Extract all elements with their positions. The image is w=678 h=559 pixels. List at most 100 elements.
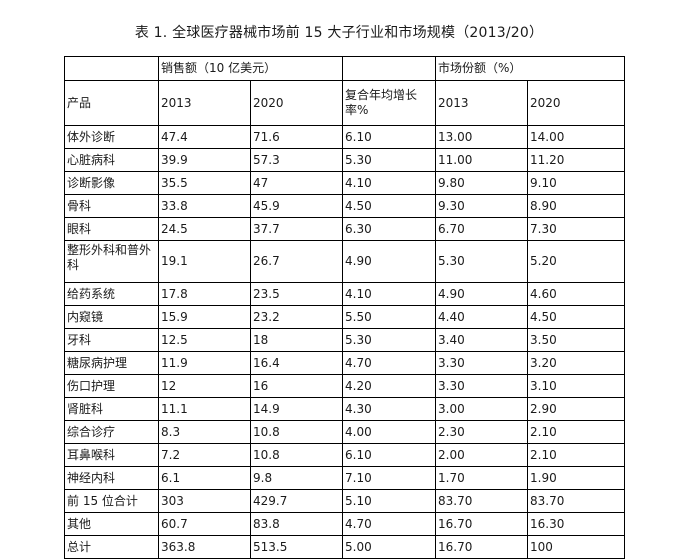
cell-share-2013: 5.30 bbox=[435, 240, 528, 283]
cell-sales-2013: 19.1 bbox=[158, 240, 251, 283]
cell-sales-2020: 23.2 bbox=[250, 305, 343, 329]
table-row: 前 15 位合计 303 429.7 5.10 83.70 83.70 bbox=[64, 489, 625, 513]
cell-sales-2020: 83.8 bbox=[250, 512, 343, 536]
cell-share-2020: 3.50 bbox=[527, 328, 625, 352]
cell-share-2020: 2.10 bbox=[527, 420, 625, 444]
cell-sales-2013: 35.5 bbox=[158, 171, 251, 195]
header-share-2020: 2020 bbox=[527, 80, 625, 126]
cell-share-2013: 2.00 bbox=[435, 443, 528, 467]
header-row-group: 销售额（10 亿美元） 市场份额（%） bbox=[64, 56, 625, 81]
header-sales-2020: 2020 bbox=[250, 80, 343, 126]
cell-cagr: 6.10 bbox=[342, 443, 436, 467]
cell-sales-2020: 57.3 bbox=[250, 148, 343, 172]
cell-sales-2013: 8.3 bbox=[158, 420, 251, 444]
cell-share-2020: 16.30 bbox=[527, 512, 625, 536]
cell-product: 内窥镜 bbox=[64, 305, 159, 329]
cell-sales-2013: 7.2 bbox=[158, 443, 251, 467]
header-sales-2013: 2013 bbox=[158, 80, 251, 126]
cell-sales-2020: 513.5 bbox=[250, 535, 343, 559]
cell-product: 前 15 位合计 bbox=[64, 489, 159, 513]
cell-sales-2020: 71.6 bbox=[250, 125, 343, 149]
cell-share-2013: 3.40 bbox=[435, 328, 528, 352]
cell-share-2013: 16.70 bbox=[435, 535, 528, 559]
table-row: 眼科 24.5 37.7 6.30 6.70 7.30 bbox=[64, 217, 625, 241]
table-row: 伤口护理 12 16 4.20 3.30 3.10 bbox=[64, 374, 625, 398]
cell-share-2013: 2.30 bbox=[435, 420, 528, 444]
table-row: 骨科 33.8 45.9 4.50 9.30 8.90 bbox=[64, 194, 625, 218]
cell-sales-2013: 17.8 bbox=[158, 282, 251, 306]
cell-cagr: 4.20 bbox=[342, 374, 436, 398]
cell-product: 糖尿病护理 bbox=[64, 351, 159, 375]
cell-product: 总计 bbox=[64, 535, 159, 559]
cell-cagr: 4.10 bbox=[342, 282, 436, 306]
cell-share-2020: 2.90 bbox=[527, 397, 625, 421]
header-empty-cell bbox=[342, 56, 436, 81]
market-size-table: 销售额（10 亿美元） 市场份额（%） 产品 2013 2020 复合年均增长率… bbox=[64, 56, 625, 559]
cell-cagr: 4.30 bbox=[342, 397, 436, 421]
table-row: 综合诊疗 8.3 10.8 4.00 2.30 2.10 bbox=[64, 420, 625, 444]
cell-sales-2020: 45.9 bbox=[250, 194, 343, 218]
cell-share-2020: 14.00 bbox=[527, 125, 625, 149]
table-row: 总计 363.8 513.5 5.00 16.70 100 bbox=[64, 535, 625, 559]
cell-share-2013: 4.90 bbox=[435, 282, 528, 306]
cell-product: 伤口护理 bbox=[64, 374, 159, 398]
cell-sales-2013: 47.4 bbox=[158, 125, 251, 149]
cell-product: 耳鼻喉科 bbox=[64, 443, 159, 467]
cell-product: 心脏病科 bbox=[64, 148, 159, 172]
table-row: 诊断影像 35.5 47 4.10 9.80 9.10 bbox=[64, 171, 625, 195]
cell-share-2020: 4.60 bbox=[527, 282, 625, 306]
cell-share-2020: 3.20 bbox=[527, 351, 625, 375]
cell-share-2013: 83.70 bbox=[435, 489, 528, 513]
cell-cagr: 7.10 bbox=[342, 466, 436, 490]
cell-sales-2013: 39.9 bbox=[158, 148, 251, 172]
cell-share-2020: 3.10 bbox=[527, 374, 625, 398]
cell-share-2013: 9.80 bbox=[435, 171, 528, 195]
cell-cagr: 5.30 bbox=[342, 148, 436, 172]
cell-sales-2013: 303 bbox=[158, 489, 251, 513]
cell-sales-2020: 23.5 bbox=[250, 282, 343, 306]
cell-product: 神经内科 bbox=[64, 466, 159, 490]
cell-share-2013: 6.70 bbox=[435, 217, 528, 241]
cell-product: 综合诊疗 bbox=[64, 420, 159, 444]
header-share-2013: 2013 bbox=[435, 80, 528, 126]
cell-share-2020: 8.90 bbox=[527, 194, 625, 218]
header-share-group: 市场份额（%） bbox=[435, 56, 625, 81]
cell-share-2020: 100 bbox=[527, 535, 625, 559]
cell-cagr: 4.90 bbox=[342, 240, 436, 283]
cell-product: 其他 bbox=[64, 512, 159, 536]
cell-cagr: 5.30 bbox=[342, 328, 436, 352]
cell-sales-2020: 37.7 bbox=[250, 217, 343, 241]
cell-share-2020: 5.20 bbox=[527, 240, 625, 283]
cell-sales-2013: 33.8 bbox=[158, 194, 251, 218]
table-row: 整形外科和普外科 19.1 26.7 4.90 5.30 5.20 bbox=[64, 240, 625, 283]
cell-sales-2020: 26.7 bbox=[250, 240, 343, 283]
cell-sales-2020: 18 bbox=[250, 328, 343, 352]
cell-sales-2013: 24.5 bbox=[158, 217, 251, 241]
cell-cagr: 5.10 bbox=[342, 489, 436, 513]
cell-product: 牙科 bbox=[64, 328, 159, 352]
cell-sales-2013: 12.5 bbox=[158, 328, 251, 352]
cell-cagr: 6.30 bbox=[342, 217, 436, 241]
cell-cagr: 4.70 bbox=[342, 351, 436, 375]
cell-share-2013: 3.30 bbox=[435, 351, 528, 375]
cell-product: 肾脏科 bbox=[64, 397, 159, 421]
cell-sales-2013: 12 bbox=[158, 374, 251, 398]
cell-sales-2013: 11.1 bbox=[158, 397, 251, 421]
cell-sales-2013: 6.1 bbox=[158, 466, 251, 490]
cell-sales-2020: 10.8 bbox=[250, 420, 343, 444]
cell-sales-2020: 9.8 bbox=[250, 466, 343, 490]
cell-sales-2020: 429.7 bbox=[250, 489, 343, 513]
header-cagr: 复合年均增长率% bbox=[342, 80, 436, 126]
cell-cagr: 4.70 bbox=[342, 512, 436, 536]
cell-product: 给药系统 bbox=[64, 282, 159, 306]
cell-share-2013: 3.00 bbox=[435, 397, 528, 421]
header-empty-cell bbox=[64, 56, 159, 81]
cell-product: 骨科 bbox=[64, 194, 159, 218]
cell-cagr: 4.50 bbox=[342, 194, 436, 218]
table-row: 肾脏科 11.1 14.9 4.30 3.00 2.90 bbox=[64, 397, 625, 421]
table-row: 体外诊断 47.4 71.6 6.10 13.00 14.00 bbox=[64, 125, 625, 149]
cell-share-2020: 2.10 bbox=[527, 443, 625, 467]
table-row: 糖尿病护理 11.9 16.4 4.70 3.30 3.20 bbox=[64, 351, 625, 375]
header-product: 产品 bbox=[64, 80, 159, 126]
table-caption: 表 1. 全球医疗器械市场前 15 大子行业和市场规模（2013/20） bbox=[134, 25, 544, 41]
